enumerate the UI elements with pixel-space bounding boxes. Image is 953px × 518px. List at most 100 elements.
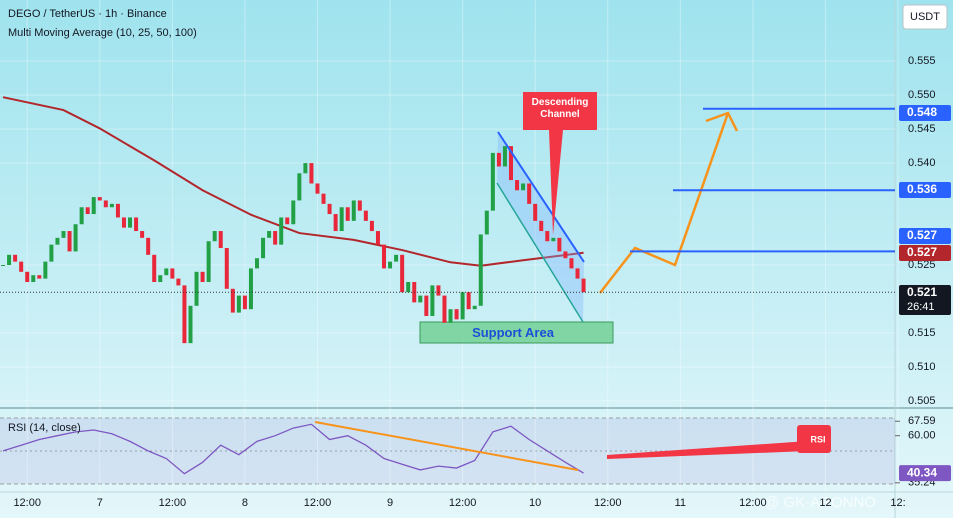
y-tick-label: 0.525	[908, 259, 936, 271]
x-tick-label: 10	[529, 497, 541, 509]
candle	[218, 231, 223, 249]
rsi-tag: 40.34	[907, 465, 937, 479]
y-tick-label: 0.505	[908, 395, 936, 407]
ma-tag-bg	[899, 245, 951, 261]
candle	[521, 183, 526, 191]
rsi-tag-bg	[899, 465, 951, 482]
ma-tag: 0.527	[907, 245, 937, 259]
candle	[236, 295, 241, 313]
candle	[128, 217, 133, 228]
candle	[164, 268, 169, 276]
candle	[388, 261, 393, 269]
candle	[188, 305, 193, 344]
callout	[523, 92, 597, 235]
candle	[291, 200, 296, 225]
candle	[85, 207, 90, 215]
candle	[315, 183, 320, 194]
candle	[182, 285, 187, 344]
candle	[200, 271, 205, 283]
unit[interactable]: USDT	[910, 11, 940, 23]
y-tick-label: 0.510	[908, 361, 936, 373]
level-tag: 0.527	[907, 228, 937, 242]
level-tag-bg	[899, 105, 951, 121]
candle	[551, 237, 556, 242]
candle	[273, 231, 278, 245]
channel-top	[497, 131, 585, 263]
x-tick-label: 12:00	[449, 497, 477, 509]
x-tick-label: 12:00	[594, 497, 622, 509]
forecast-arrow	[599, 112, 730, 294]
candle	[1, 265, 6, 267]
candle	[212, 231, 217, 242]
candle	[13, 254, 18, 262]
candle	[321, 193, 326, 204]
candle	[255, 258, 260, 269]
x-tick-label: 12:00	[13, 497, 41, 509]
candle	[424, 295, 429, 316]
rsi-callout	[797, 425, 831, 453]
candle	[496, 152, 501, 167]
candle	[484, 210, 489, 235]
candle	[61, 231, 66, 238]
candle	[575, 268, 580, 279]
level-tag: 0.536	[907, 182, 937, 196]
price-tag: 0.521	[907, 285, 937, 299]
candle	[121, 217, 126, 228]
candle	[502, 146, 507, 167]
candle	[563, 251, 568, 259]
y-tick-label: 0.545	[908, 123, 936, 135]
candle	[351, 200, 356, 221]
candle	[303, 163, 308, 174]
x-tick-label: 12	[819, 497, 831, 509]
candle	[146, 237, 151, 255]
candle	[194, 271, 199, 306]
candle	[297, 173, 302, 201]
candle	[230, 288, 235, 313]
y-tick-label: 0.515	[908, 327, 936, 339]
channel-bottom	[496, 182, 584, 323]
candle	[375, 231, 380, 245]
candle	[357, 200, 362, 211]
candle	[37, 275, 42, 279]
candle	[436, 285, 441, 296]
y-tick-label: 0.550	[908, 89, 936, 101]
level-tag-bg	[899, 182, 951, 198]
channel-label: Descending Channel	[531, 97, 589, 120]
candle	[508, 146, 513, 181]
candle	[91, 197, 96, 215]
candle	[140, 231, 145, 238]
candle	[442, 295, 447, 323]
candle	[73, 224, 78, 252]
candle	[545, 231, 550, 242]
candle	[406, 282, 411, 293]
candle	[539, 220, 544, 232]
y-tick-label: 0.555	[908, 55, 936, 67]
x-tick-label: 12:00	[159, 497, 187, 509]
candle	[158, 275, 163, 283]
x-tick-label: 8	[242, 497, 248, 509]
candle	[79, 207, 84, 225]
candle	[472, 305, 477, 310]
level-tag: 0.548	[907, 105, 937, 119]
candle	[152, 254, 157, 283]
candle	[7, 254, 12, 266]
candle	[279, 217, 284, 245]
candle	[448, 309, 453, 323]
candle	[49, 244, 54, 262]
rsi-arrow	[607, 441, 808, 459]
candle	[170, 268, 175, 279]
candle	[430, 285, 435, 316]
candle	[478, 234, 483, 306]
candle	[19, 261, 24, 272]
candle	[43, 261, 48, 279]
candle	[224, 248, 229, 289]
candle	[569, 258, 574, 269]
unit-box[interactable]	[902, 4, 948, 30]
support-label: Support Area	[472, 325, 554, 340]
candle	[400, 254, 405, 293]
candle	[115, 203, 120, 218]
candle	[97, 197, 102, 201]
x-tick-label: 12:00	[739, 497, 767, 509]
